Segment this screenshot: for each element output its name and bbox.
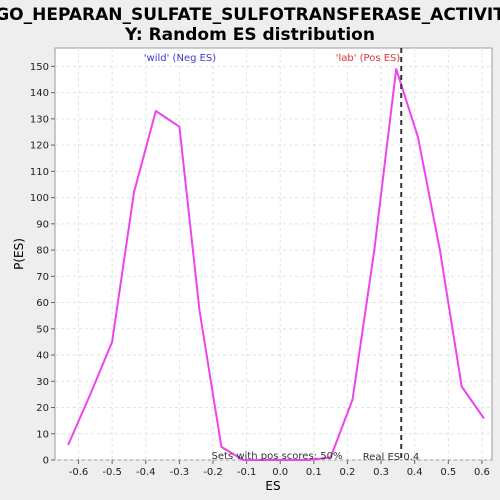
x-tick-label: -0.5	[102, 467, 122, 478]
series-group	[67, 68, 485, 461]
data-point	[417, 136, 419, 139]
data-point	[373, 249, 376, 251]
y-tick-label: 150	[30, 62, 49, 73]
data-point	[178, 125, 181, 128]
data-point	[154, 110, 157, 112]
data-point	[111, 341, 114, 343]
x-tick-label: -0.2	[203, 467, 223, 478]
chart-title-line-1: GO_HEPARAN_SULFATE_SULFOTRANSFERASE_ACTI…	[0, 5, 500, 25]
x-tick-label: 0.4	[407, 467, 423, 478]
data-point	[460, 385, 463, 388]
data-point	[242, 459, 245, 461]
y-tick-label: 90	[36, 219, 49, 230]
plot-area	[54, 47, 493, 461]
y-tick-label: 100	[30, 193, 49, 204]
x-tick-label: -0.3	[170, 467, 190, 478]
data-point	[198, 309, 201, 312]
data-point	[351, 398, 354, 401]
x-tick-label: 0.5	[440, 467, 456, 478]
y-tick-label: 40	[36, 351, 49, 362]
y-tick-label: 70	[36, 272, 49, 283]
y-tick-label: 110	[30, 167, 49, 178]
y-tick-label: 0	[43, 456, 49, 467]
x-tick-label: -0.1	[237, 467, 257, 478]
data-point	[220, 445, 223, 448]
data-point	[89, 393, 92, 396]
data-point	[264, 459, 266, 461]
y-axis-ticks: 0 10 20 30 40 50 60 70 80 90 100 110 120 130 140 150	[30, 62, 55, 467]
neg-es-label: 'wild' (Neg ES)	[144, 53, 216, 64]
y-tick-label: 20	[36, 403, 49, 414]
y-tick-label: 80	[36, 246, 49, 257]
real-es-label: Real ES 0.4	[363, 452, 419, 463]
x-tick-label: 0.3	[373, 467, 389, 478]
x-axis-ticks: -0.6 -0.5 -0.4 -0.3 -0.2 -0.1 0.0 0.1 0.2 0.3 0.4 0…	[69, 460, 490, 478]
y-axis-label: P(ES)	[12, 238, 26, 270]
x-tick-label: 0.0	[272, 467, 288, 478]
y-tick-label: 50	[36, 324, 49, 335]
sets-with-pos-scores-text: Sets with pos scores: 50%	[212, 451, 343, 462]
x-axis-label: ES	[265, 479, 280, 493]
chart-title-line-2: Y: Random ES distribution	[124, 25, 375, 45]
y-tick-label: 60	[36, 298, 49, 309]
y-tick-label: 30	[36, 377, 49, 388]
x-tick-label: -0.6	[69, 467, 89, 478]
data-point	[307, 459, 310, 461]
pos-es-label: 'lab' (Pos ES)	[336, 53, 401, 64]
data-point	[395, 68, 398, 70]
x-tick-label: 0.6	[474, 467, 490, 478]
es-distribution-line	[67, 68, 485, 461]
x-tick-label: -0.4	[136, 467, 156, 478]
y-tick-label: 120	[30, 141, 49, 152]
y-tick-label: 130	[30, 114, 49, 125]
x-tick-label: 0.1	[306, 467, 322, 478]
data-point	[438, 249, 441, 251]
y-tick-label: 10	[36, 429, 49, 440]
data-point	[329, 456, 332, 459]
data-point	[482, 417, 485, 419]
x-tick-label: 0.2	[340, 467, 356, 478]
data-point	[133, 191, 135, 194]
y-tick-label: 140	[30, 88, 49, 99]
data-point	[67, 443, 70, 446]
data-point	[286, 459, 288, 461]
